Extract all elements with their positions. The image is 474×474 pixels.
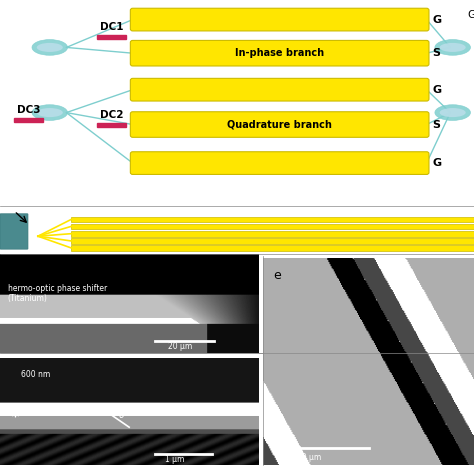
- Text: G: G: [432, 15, 441, 25]
- Text: hermo-optic phase shifter: hermo-optic phase shifter: [8, 284, 107, 293]
- Ellipse shape: [37, 43, 63, 52]
- Bar: [71, 231, 474, 237]
- Text: G: G: [432, 158, 441, 168]
- Text: Grat: Grat: [467, 10, 474, 20]
- Text: In-phase branch: In-phase branch: [235, 48, 324, 58]
- Bar: [71, 224, 474, 229]
- Text: e: e: [273, 269, 282, 282]
- Text: 600 nm: 600 nm: [21, 370, 50, 379]
- FancyBboxPatch shape: [130, 78, 429, 101]
- Bar: [14, 118, 43, 122]
- Ellipse shape: [32, 40, 68, 55]
- Text: Quadrature branch: Quadrature branch: [227, 119, 332, 129]
- Ellipse shape: [435, 40, 470, 55]
- Text: DC2: DC2: [100, 110, 123, 120]
- FancyBboxPatch shape: [130, 40, 429, 66]
- Bar: [97, 35, 126, 39]
- FancyBboxPatch shape: [130, 112, 429, 137]
- Text: S: S: [432, 48, 440, 58]
- Text: DC3: DC3: [17, 105, 40, 115]
- Ellipse shape: [440, 43, 466, 52]
- Text: θ: θ: [119, 410, 125, 419]
- Text: S: S: [432, 119, 440, 129]
- Ellipse shape: [37, 108, 63, 117]
- Text: 10 μm: 10 μm: [297, 454, 321, 463]
- Text: DC1: DC1: [100, 22, 123, 32]
- Bar: [71, 217, 474, 222]
- Text: 1 μm: 1 μm: [165, 456, 185, 465]
- Bar: [71, 245, 474, 251]
- Ellipse shape: [440, 108, 466, 117]
- Text: G: G: [432, 85, 441, 95]
- FancyBboxPatch shape: [130, 152, 429, 174]
- Text: (Titanium): (Titanium): [8, 294, 47, 303]
- Text: 20 μm: 20 μm: [168, 342, 192, 351]
- Bar: [71, 238, 474, 244]
- Ellipse shape: [32, 105, 68, 120]
- FancyBboxPatch shape: [130, 8, 429, 31]
- FancyBboxPatch shape: [0, 214, 28, 249]
- Ellipse shape: [435, 105, 470, 120]
- Bar: [97, 123, 126, 127]
